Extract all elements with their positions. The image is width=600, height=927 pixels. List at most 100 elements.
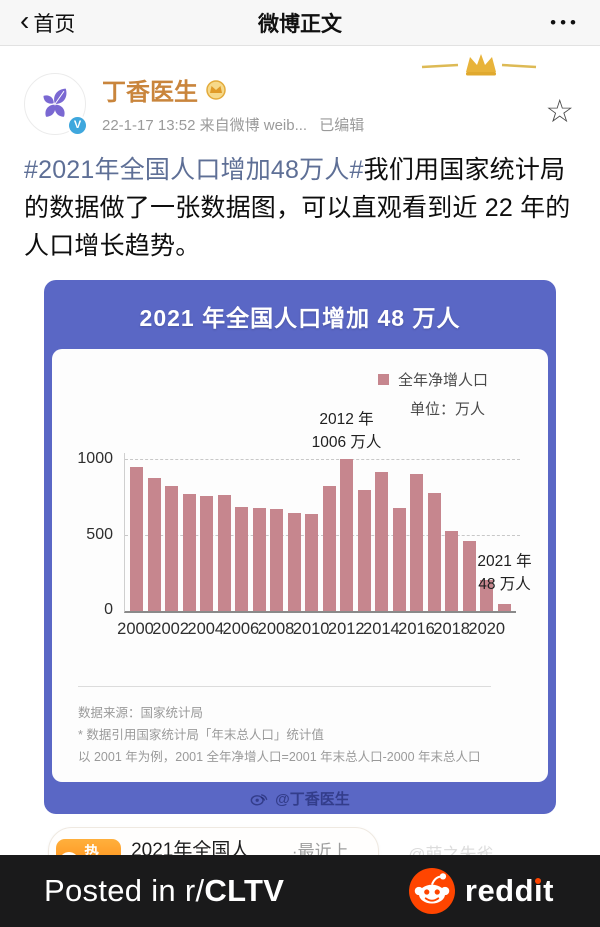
x-tick-2018: 2018 <box>433 620 470 638</box>
unit-label: 单位：万人 <box>409 401 485 418</box>
x-tick-cell: 2016 <box>398 620 435 642</box>
bar-2002 <box>165 486 179 611</box>
weibo-icon <box>250 793 268 806</box>
legend-swatch <box>377 374 389 385</box>
x-tick-2000: 2000 <box>117 620 154 638</box>
reddit-snoo-icon <box>408 868 455 914</box>
dingxiang-clover-logo <box>43 88 67 117</box>
x-tick-cell: 2004 <box>187 620 224 642</box>
y-tick-1000: 1000 <box>77 450 113 468</box>
more-menu-icon[interactable]: ••• <box>550 12 580 32</box>
y-axis: 0 500 1000 <box>77 450 119 618</box>
x-tick-cell: 2006 <box>223 620 260 642</box>
x-tick-cell <box>498 620 511 642</box>
subreddit-name: CLTV <box>204 873 285 908</box>
card-watermark: @丁香医生 <box>44 782 556 814</box>
bar-2009 <box>287 513 301 611</box>
chart-title: 2021 年全国人口增加 48 万人 <box>139 305 461 331</box>
post-source: 来自微博 weib... <box>199 117 308 134</box>
x-tick-cell: 2020 <box>468 620 505 642</box>
bar-2010 <box>305 514 319 611</box>
x-axis-labels: 2000 2002 2004 2006 2008 2010 2012 2014 2016 2018… <box>117 620 516 642</box>
bar-2019 <box>462 540 476 611</box>
bar-2000 <box>130 466 143 611</box>
bar-2007 <box>252 508 266 611</box>
x-tick-cell: 2012 <box>328 620 365 642</box>
x-tick-2006: 2006 <box>222 620 260 638</box>
x-tick-cell: 2002 <box>152 620 189 642</box>
annotation-2021: 2021 年 48 万人 <box>477 552 532 593</box>
post-meta: 22-1-17 13:52 来自微博 weib... 已编辑 <box>102 114 364 135</box>
x-tick-2004: 2004 <box>187 620 225 638</box>
x-tick-2016: 2016 <box>398 620 435 638</box>
edited-label[interactable]: 已编辑 <box>319 117 365 134</box>
x-tick-cell: 2000 <box>117 620 154 642</box>
post-timestamp: 22-1-17 13:52 <box>102 117 196 134</box>
legend-label: 全年净增人口 <box>397 372 488 389</box>
chart-canvas: 全年净增人口 单位：万人 0 500 1000 2012 年 1006 万人 202… <box>52 349 548 782</box>
y-tick-0: 0 <box>104 601 113 618</box>
post-plain-text: 我们用国家统计局的数据做了一张数据图，可以直观看到近 22 年的人口增长趋势。 <box>24 156 571 260</box>
x-tick-2002: 2002 <box>152 620 189 638</box>
reddit-banner: Posted in r/CLTV reddit <box>0 855 600 927</box>
bar-2020 <box>480 580 494 611</box>
bars-row <box>125 453 516 611</box>
y-tick-500: 500 <box>86 525 113 543</box>
avatar[interactable]: V <box>24 72 88 136</box>
chart-legend: 全年净增人口 单位：万人 <box>78 369 522 419</box>
hashtag-link[interactable]: #2021年全国人口增加48万人# <box>24 156 364 184</box>
x-tick-cell: 2010 <box>293 620 330 642</box>
bar-2016 <box>410 474 424 611</box>
x-tick-2014: 2014 <box>363 620 400 638</box>
membership-crown-badge-icon <box>205 79 227 100</box>
x-tick-cell: 2018 <box>433 620 470 642</box>
plot-area: 0 500 1000 2012 年 1006 万人 2021 年 48 万人 200… <box>77 411 531 642</box>
bar-2006 <box>235 506 249 611</box>
bar-2004 <box>200 496 214 611</box>
reddit-logo: reddit <box>408 868 554 914</box>
bar-2011 <box>322 486 336 611</box>
reddit-i-dot <box>535 878 541 884</box>
back-button[interactable]: ‹ 首页 <box>20 5 76 38</box>
chart-footnotes: 数据来源：国家统计局 * 数据引用国家统计局「年末总人口」统计值 以 2001 … <box>78 686 491 768</box>
x-tick-cell: 2014 <box>363 620 400 642</box>
bar-2005 <box>217 495 231 611</box>
crown-decoration-icon <box>420 52 538 83</box>
post-body-text: #2021年全国人口增加48万人#我们用国家统计局的数据做了一张数据图，可以直观… <box>24 151 576 265</box>
page-title: 微博正文 <box>258 12 342 36</box>
gridline-500 <box>125 534 520 536</box>
bar-2017 <box>427 493 441 611</box>
bar-2001 <box>147 477 161 611</box>
annotation-2012: 2012 年 1006 万人 <box>311 411 382 452</box>
x-tick-2008: 2008 <box>257 620 295 638</box>
back-label: 首页 <box>33 12 76 36</box>
reddit-wordmark: reddit <box>464 873 554 908</box>
author-row: V 丁香医生 22-1-17 13:52 来自微博 weib... <box>24 46 576 136</box>
bar-2015 <box>392 508 406 611</box>
posted-in-text: Posted in r/CLTV <box>44 873 285 908</box>
x-tick-2012: 2012 <box>327 620 365 638</box>
bar-2021 <box>497 603 511 611</box>
x-tick-cell: 2008 <box>258 620 295 642</box>
bar-2003 <box>182 494 196 611</box>
post-container: ☆ V 丁香医 <box>0 46 600 897</box>
bar-2014 <box>375 472 389 611</box>
footnote: * 数据引用国家统计局「年末总人口」统计值 <box>78 728 324 742</box>
footnote: 以 2001 年为例，2001 全年净增人口=2001 年末总人口-2000 年… <box>78 750 481 764</box>
x-tick-2020: 2020 <box>468 620 506 638</box>
verified-badge-icon: V <box>67 114 88 136</box>
top-nav-bar: ‹ 首页 微博正文 ••• <box>0 0 600 46</box>
infographic-image[interactable]: 2021 年全国人口增加 48 万人 全年净增人口 单位：万人 0 500 1000… <box>44 280 556 814</box>
favorite-star-icon[interactable]: ☆ <box>545 93 574 129</box>
bar-2013 <box>357 489 371 611</box>
bar-2012 <box>340 459 354 611</box>
bar-plot: 0 500 1000 2012 年 1006 万人 2021 年 48 万人 <box>77 411 531 618</box>
back-chevron-icon: ‹ <box>20 5 30 36</box>
footnote: 数据来源：国家统计局 <box>78 706 204 720</box>
bar-2008 <box>270 509 284 611</box>
author-name[interactable]: 丁香医生 <box>102 79 198 106</box>
x-tick-2010: 2010 <box>292 620 330 638</box>
gridline-1000 <box>125 459 520 461</box>
bar-2018 <box>445 531 459 611</box>
